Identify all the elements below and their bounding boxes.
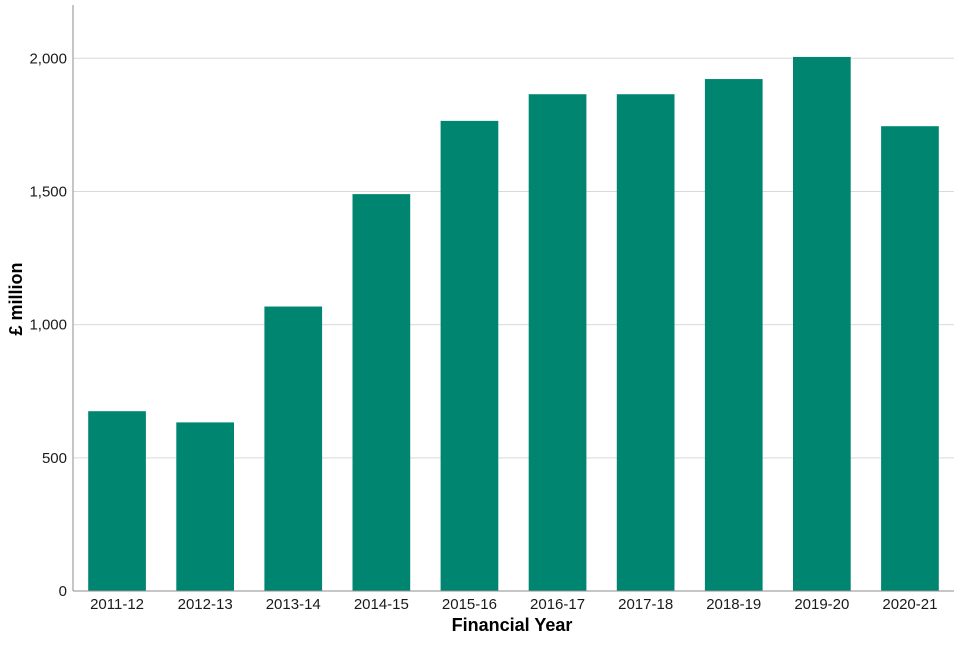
x-tick-label: 2016-17 <box>530 596 585 613</box>
y-tick-labels: 0 500 1,000 1,500 2,000 <box>29 50 67 600</box>
x-tick-label: 2011-12 <box>90 596 144 613</box>
bar-2013-14 <box>264 306 323 591</box>
bar-2012-13 <box>176 422 235 591</box>
bars <box>88 56 939 592</box>
bar-2014-15 <box>352 194 411 592</box>
bar-2018-19 <box>704 79 763 592</box>
bar-2011-12 <box>88 411 146 591</box>
x-tick-label: 2017-18 <box>618 596 673 613</box>
x-axis-title: Financial Year <box>452 615 573 635</box>
bar-2019-20 <box>792 56 851 591</box>
y-tick-label: 1,500 <box>29 183 67 200</box>
axes <box>72 5 954 592</box>
x-tick-labels: 2011-12 2012-13 2013-14 2014-15 2015-16 2016-… <box>90 596 937 613</box>
bar-2017-18 <box>616 94 675 592</box>
bar-2016-17 <box>528 94 587 592</box>
y-tick-label: 0 <box>59 583 67 600</box>
y-tick-label: 1,000 <box>29 317 67 334</box>
x-tick-label: 2018-19 <box>706 596 761 613</box>
x-tick-label: 2020-21 <box>882 596 937 613</box>
bar-2015-16 <box>440 120 499 592</box>
y-axis-title: £ million <box>6 262 26 335</box>
y-tick-label: 500 <box>42 450 67 467</box>
y-tick-label: 2,000 <box>29 50 67 67</box>
x-tick-label: 2014-15 <box>354 596 409 613</box>
bar-2020-21 <box>881 126 939 591</box>
x-tick-label: 2012-13 <box>178 596 233 613</box>
x-tick-label: 2019-20 <box>794 596 849 613</box>
x-tick-label: 2015-16 <box>442 596 497 613</box>
x-tick-label: 2013-14 <box>266 596 321 613</box>
